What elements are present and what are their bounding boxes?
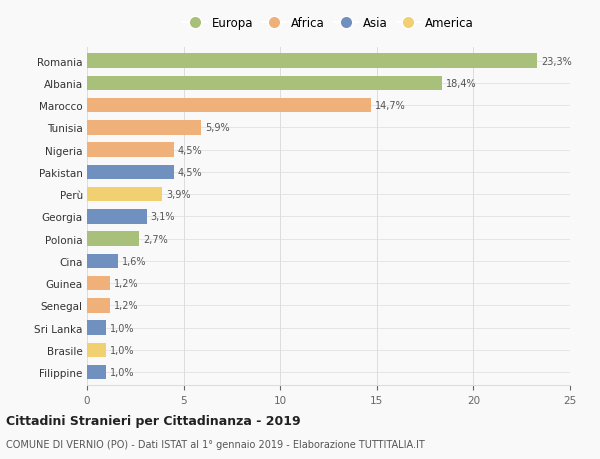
Text: 1,6%: 1,6%: [122, 256, 146, 266]
Bar: [87, 187, 163, 202]
Bar: [87, 365, 106, 380]
Bar: [87, 143, 174, 157]
Bar: [87, 343, 106, 357]
Text: 4,5%: 4,5%: [178, 168, 202, 178]
Text: COMUNE DI VERNIO (PO) - Dati ISTAT al 1° gennaio 2019 - Elaborazione TUTTITALIA.: COMUNE DI VERNIO (PO) - Dati ISTAT al 1°…: [6, 440, 425, 449]
Text: 1,0%: 1,0%: [110, 323, 134, 333]
Bar: [87, 210, 147, 224]
Text: Cittadini Stranieri per Cittadinanza - 2019: Cittadini Stranieri per Cittadinanza - 2…: [6, 414, 301, 428]
Bar: [87, 276, 110, 291]
Text: 3,9%: 3,9%: [166, 190, 191, 200]
Text: 14,7%: 14,7%: [375, 101, 406, 111]
Legend: Europa, Africa, Asia, America: Europa, Africa, Asia, America: [180, 14, 477, 34]
Bar: [87, 54, 537, 69]
Text: 2,7%: 2,7%: [143, 234, 168, 244]
Text: 1,2%: 1,2%: [114, 301, 139, 311]
Bar: [87, 165, 174, 180]
Bar: [87, 99, 371, 113]
Text: 1,0%: 1,0%: [110, 367, 134, 377]
Text: 4,5%: 4,5%: [178, 146, 202, 155]
Bar: [87, 298, 110, 313]
Bar: [87, 321, 106, 335]
Bar: [87, 232, 139, 246]
Bar: [87, 77, 442, 91]
Bar: [87, 254, 118, 269]
Bar: [87, 121, 201, 135]
Text: 1,0%: 1,0%: [110, 345, 134, 355]
Text: 3,1%: 3,1%: [151, 212, 175, 222]
Text: 5,9%: 5,9%: [205, 123, 229, 133]
Text: 23,3%: 23,3%: [541, 56, 572, 67]
Text: 1,2%: 1,2%: [114, 279, 139, 288]
Text: 18,4%: 18,4%: [446, 78, 477, 89]
